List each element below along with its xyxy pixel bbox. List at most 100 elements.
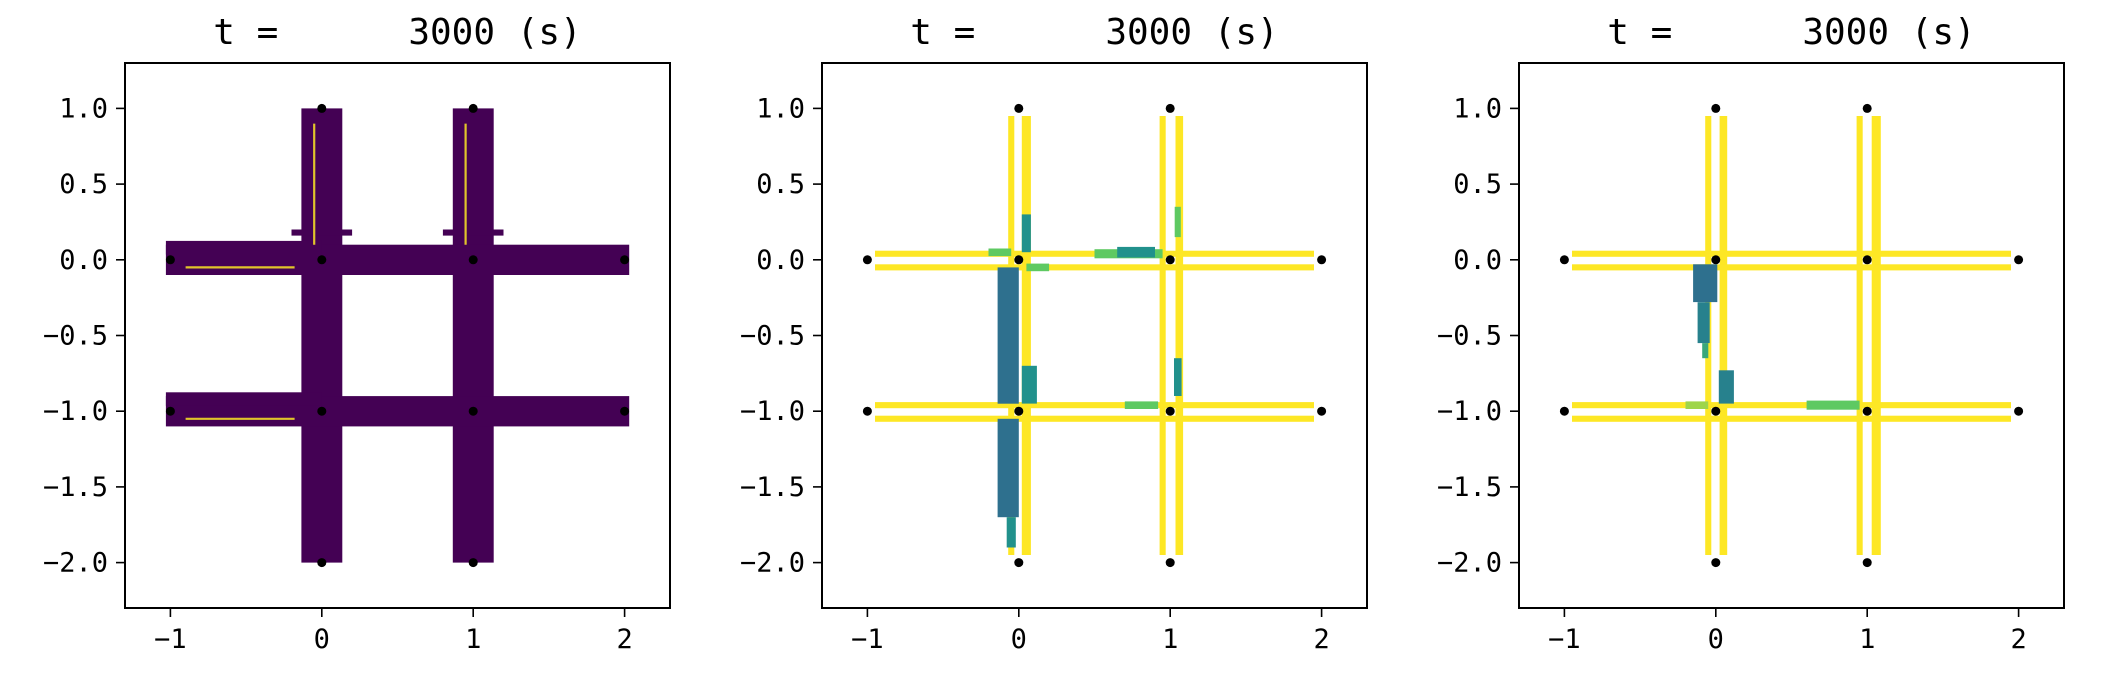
ytick-label: −1.5 (1437, 472, 1502, 503)
heat-strip (1719, 116, 1728, 555)
ytick-label: 1.0 (59, 93, 108, 124)
node-point (1165, 406, 1175, 416)
ytick: 0.5 (1453, 169, 1519, 200)
heat-strip (1006, 517, 1016, 548)
heat-strip (1021, 365, 1037, 404)
panel-3-yticks: 1.0 0.5 0.0 −0.5 −1.0 −1.5 −2.0 (1437, 93, 1519, 579)
heat-strip (301, 108, 343, 563)
heat-strip (1871, 116, 1881, 555)
ytick-label: −2.0 (43, 548, 108, 579)
ytick: −1.0 (43, 396, 125, 427)
ytick: 0.0 (1453, 245, 1519, 276)
heat-strip (1572, 250, 2011, 257)
ytick: −0.5 (1437, 321, 1519, 352)
heat-strip (1572, 402, 2011, 409)
heat-strip (1174, 206, 1181, 238)
node-point (165, 255, 175, 265)
panel-2-xticks: −1 0 1 2 (851, 608, 1330, 655)
node-point (468, 406, 478, 416)
xtick-label: 1 (465, 624, 481, 655)
heat-strip (165, 240, 322, 255)
ytick-label: −1.5 (740, 472, 805, 503)
xtick-label: −1 (1548, 624, 1581, 655)
xtick: 2 (1313, 608, 1330, 655)
ytick: −1.5 (43, 472, 125, 503)
ytick: 1.0 (756, 93, 822, 124)
xtick-label: 0 (1011, 624, 1027, 655)
xtick-label: 1 (1162, 624, 1178, 655)
node-point (468, 103, 478, 113)
heat-strip (291, 229, 353, 236)
panel-3: t = 3000 (s) −1 0 1 2 1.0 0.5 0.0 −0.5 −… (1437, 12, 2065, 655)
xtick: −1 (1548, 608, 1581, 655)
heat-strip (875, 402, 1314, 409)
heat-strip (875, 264, 1314, 271)
ytick: −1.0 (1437, 396, 1519, 427)
node-point (1014, 406, 1024, 416)
heat-strip (1693, 264, 1718, 303)
heat-strip (875, 415, 1314, 422)
node-point (1862, 558, 1872, 568)
panel-1-xticks: −1 0 1 2 (154, 608, 633, 655)
panel-2-yticks: 1.0 0.5 0.0 −0.5 −1.0 −1.5 −2.0 (740, 93, 822, 579)
xtick: 1 (1859, 608, 1875, 655)
ytick: −1.5 (1437, 472, 1519, 503)
ytick-label: −0.5 (43, 321, 108, 352)
ytick-label: 0.5 (1453, 169, 1502, 200)
heat-strip (1718, 370, 1734, 404)
node-point (317, 103, 327, 113)
panel-3-plot (1559, 103, 2024, 568)
heat-strip (1124, 401, 1159, 409)
ytick-label: −1.0 (43, 396, 108, 427)
node-point (1014, 558, 1024, 568)
node-point (1711, 406, 1721, 416)
ytick-label: 1.0 (1453, 93, 1502, 124)
node-point (1014, 103, 1024, 113)
ytick: −1.5 (740, 472, 822, 503)
heat-strip (1806, 400, 1860, 410)
panel-2-plot (862, 103, 1327, 568)
xtick-label: 2 (616, 624, 632, 655)
ytick: 0.5 (756, 169, 822, 200)
ytick-label: −1.0 (740, 396, 805, 427)
xtick: −1 (154, 608, 187, 655)
node-point (317, 558, 327, 568)
node-point (2014, 255, 2024, 265)
node-point (620, 406, 630, 416)
node-point (1862, 103, 1872, 113)
xtick: 1 (465, 608, 481, 655)
node-point (1862, 406, 1872, 416)
xtick: 1 (1162, 608, 1178, 655)
xtick-label: 2 (2010, 624, 2026, 655)
panel-1-title: t = 3000 (s) (213, 12, 581, 53)
node-point (1165, 558, 1175, 568)
node-point (1862, 255, 1872, 265)
node-point (317, 255, 327, 265)
xtick-label: 0 (1708, 624, 1724, 655)
node-point (1711, 103, 1721, 113)
ytick: −0.5 (740, 321, 822, 352)
node-point (862, 406, 872, 416)
panel-2-title: t = 3000 (s) (910, 12, 1278, 53)
ytick: 0.5 (59, 169, 125, 200)
xtick: 2 (2010, 608, 2027, 655)
panel-3-title: t = 3000 (s) (1607, 12, 1975, 53)
node-point (165, 406, 175, 416)
node-point (620, 255, 630, 265)
ytick: −0.5 (43, 321, 125, 352)
xtick-label: 1 (1859, 624, 1875, 655)
heat-strip (997, 418, 1019, 518)
ytick: −2.0 (740, 548, 822, 579)
ytick: −2.0 (1437, 548, 1519, 579)
heat-strip (988, 248, 1012, 257)
panel-1-yticks: 1.0 0.5 0.0 −0.5 −1.0 −1.5 −2.0 (43, 93, 125, 579)
xtick: 2 (616, 608, 633, 655)
panel-2: t = 3000 (s) −1 0 1 2 1.0 0.5 0.0 −0.5 −… (740, 12, 1368, 655)
xtick-label: −1 (851, 624, 884, 655)
ytick-label: 0.0 (1453, 245, 1502, 276)
node-point (1165, 103, 1175, 113)
heat-strip (442, 229, 504, 236)
node-point (1317, 406, 1327, 416)
